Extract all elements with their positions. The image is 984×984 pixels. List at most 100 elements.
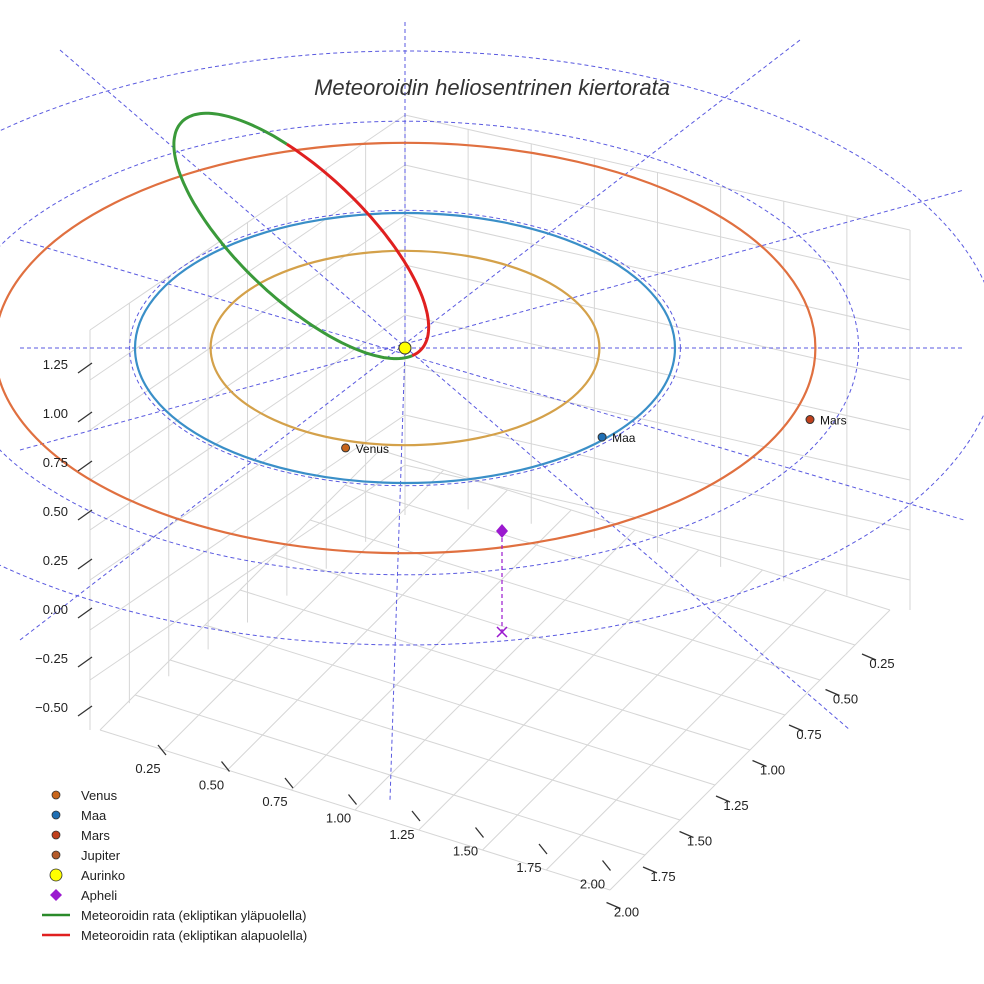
z-tick-label: −0.25 [35,651,68,666]
chart-title: Meteoroidin heliosentrinen kiertorata [314,75,670,100]
orbit-maa [133,211,677,485]
grid-line [89,114,406,331]
y-tick-mark [642,866,658,874]
z-tick-label: 0.00 [43,602,68,617]
z-tick-mark [77,607,93,619]
grid-line [404,364,911,481]
grid-line [482,569,763,851]
z-tick-mark [77,411,93,423]
z-tick-label: 1.25 [43,357,68,372]
grid-line [89,414,406,631]
x-tick-mark [284,777,294,789]
x-tick-mark [347,794,358,805]
legend-symbol [51,830,61,840]
grid-line [89,464,406,681]
z-tick-label: 1.00 [43,406,68,421]
legend-label: Aurinko [81,868,125,883]
reference-line [19,239,965,521]
x-tick-label: 1.50 [453,844,478,859]
grid-line [89,214,406,431]
reference-line [19,39,801,641]
legend-label: Apheli [81,888,117,903]
z-tick-mark [77,705,93,717]
grid-line [309,519,821,681]
reference-line [19,189,965,451]
x-tick-label: 2.00 [580,877,605,892]
marker-venus [341,443,351,453]
legend-label: Meteoroidin rata (ekliptikan alapuolella… [81,928,307,943]
x-tick-mark [411,810,421,822]
x-tick-mark [474,827,485,838]
legend-label: Mars [81,828,110,843]
orbit-venus [209,249,601,447]
z-tick-mark [77,656,93,668]
grid-line [274,554,786,716]
legend-symbol [49,868,63,882]
label-maa: Maa [612,431,636,445]
planet-orbits [0,141,817,555]
z-tick-label: 0.50 [43,504,68,519]
reference-line [389,347,406,801]
y-tick-mark [752,759,767,768]
x-tick-label: 1.25 [389,827,414,842]
z-tick-mark [77,558,93,570]
z-tick-label: −0.50 [35,700,68,715]
grid-line [404,164,911,281]
x-tick-mark [157,744,167,756]
body-markers: Venus Maa Mars [341,341,847,638]
grid-line [404,214,911,331]
y-tick-label: 1.75 [650,869,675,884]
x-tick-label: 0.75 [262,794,287,809]
grid-line [545,589,827,871]
marker-aurinko [398,341,412,355]
grid-line [609,609,891,891]
y-tick-mark [788,724,804,732]
label-venus: Venus [356,442,389,456]
legend-label: Meteoroidin rata (ekliptikan yläpuolella… [81,908,306,923]
marker-mars [805,415,815,425]
grid-line [404,414,911,531]
reference-line [59,49,851,731]
y-tick-label: 0.25 [869,656,894,671]
y-tick-mark [679,830,694,839]
grid-line [89,314,406,531]
y-tick-label: 1.50 [687,834,712,849]
legend-symbol [51,790,61,800]
y-tick-mark [715,795,731,803]
grid-line [89,364,406,581]
z-tick-label: 0.75 [43,455,68,470]
z-tick-mark [77,362,93,374]
apheli-marker [496,524,508,538]
meteoroid-orbit-below [285,142,431,358]
legend-label: Maa [81,808,107,823]
y-tick-label: 1.25 [723,798,748,813]
grid-line [89,264,406,481]
y-tick-mark [861,653,877,661]
grid-line [404,264,911,381]
legend-label: Jupiter [81,848,121,863]
z-tick-label: 0.25 [43,553,68,568]
x-tick-mark [538,843,548,855]
y-tick-label: 1.00 [760,763,785,778]
legend-label: Venus [81,788,118,803]
marker-maa [597,432,607,442]
grid-line [418,549,700,831]
legend: Venus Maa Mars Jupiter Aurinko Apheli Meteoroi… [42,788,307,943]
legend-symbol [51,810,61,820]
y-tick-label: 0.50 [833,692,858,707]
x-tick-mark [601,860,612,871]
meteoroid-orbit-above [172,111,413,361]
x-tick-label: 1.75 [516,860,541,875]
x-tick-label: 0.25 [135,761,160,776]
apheli-projection-marker [496,626,508,638]
label-mars: Mars [820,414,847,428]
x-tick-label: 1.00 [326,811,351,826]
x-tick-mark [220,761,231,772]
y-tick-mark [606,901,621,910]
x-tick-label: 0.50 [199,778,224,793]
meteoroid-orbit [172,111,431,361]
orbit-mars [0,141,817,555]
grid-line [379,449,891,611]
legend-symbol [51,850,61,860]
